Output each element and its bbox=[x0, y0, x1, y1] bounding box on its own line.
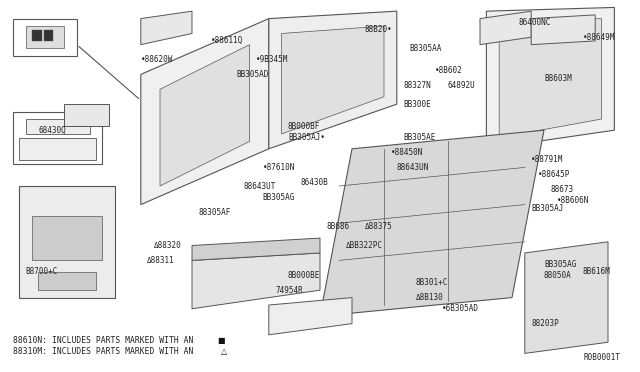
Text: 88203P: 88203P bbox=[531, 319, 559, 328]
Text: Δ88320: Δ88320 bbox=[154, 241, 181, 250]
Text: BB300E: BB300E bbox=[403, 100, 431, 109]
Text: BB305AJ: BB305AJ bbox=[531, 204, 564, 213]
Text: 74954R: 74954R bbox=[275, 286, 303, 295]
Text: 88673: 88673 bbox=[550, 185, 573, 194]
Polygon shape bbox=[64, 104, 109, 126]
Text: •88611Q: •88611Q bbox=[211, 36, 244, 45]
Polygon shape bbox=[320, 130, 544, 316]
Text: BB305AG: BB305AG bbox=[544, 260, 577, 269]
Text: •88649M: •88649M bbox=[582, 33, 615, 42]
Text: △: △ bbox=[221, 347, 227, 356]
Text: •88645P: •88645P bbox=[538, 170, 570, 179]
Text: •8B606N: •8B606N bbox=[557, 196, 589, 205]
Text: BB305AE: BB305AE bbox=[403, 133, 436, 142]
Text: 8B000BF: 8B000BF bbox=[288, 122, 321, 131]
Text: 86400NC: 86400NC bbox=[518, 18, 551, 27]
Polygon shape bbox=[19, 186, 115, 298]
Polygon shape bbox=[192, 253, 320, 309]
Text: ΔBB322PC: ΔBB322PC bbox=[346, 241, 383, 250]
Bar bbox=[13, 19, 77, 56]
Text: •88620W: •88620W bbox=[141, 55, 173, 64]
Polygon shape bbox=[26, 119, 90, 134]
Bar bbox=[32, 216, 102, 260]
Text: 8B000BE: 8B000BE bbox=[288, 271, 321, 280]
Text: 88643UN: 88643UN bbox=[397, 163, 429, 172]
Polygon shape bbox=[531, 15, 595, 45]
Text: Δ88375: Δ88375 bbox=[365, 222, 392, 231]
Polygon shape bbox=[499, 19, 602, 138]
Text: R0B0001T: R0B0001T bbox=[584, 353, 621, 362]
Polygon shape bbox=[19, 138, 96, 160]
Text: Δ88311: Δ88311 bbox=[147, 256, 175, 265]
Text: •88450N: •88450N bbox=[390, 148, 423, 157]
Text: •8B602: •8B602 bbox=[435, 66, 463, 75]
Polygon shape bbox=[141, 19, 269, 205]
Text: Δ8B130: Δ8B130 bbox=[416, 293, 444, 302]
Text: 88305AF: 88305AF bbox=[198, 208, 231, 217]
Text: 88643UT: 88643UT bbox=[243, 182, 276, 190]
Polygon shape bbox=[269, 298, 352, 335]
Text: B8305AA: B8305AA bbox=[410, 44, 442, 53]
Polygon shape bbox=[282, 26, 384, 134]
Polygon shape bbox=[486, 7, 614, 149]
Bar bbox=[44, 30, 53, 41]
Text: 8B686: 8B686 bbox=[326, 222, 349, 231]
Text: 88B20•: 88B20• bbox=[365, 25, 392, 34]
Polygon shape bbox=[525, 242, 608, 353]
Text: B8603M: B8603M bbox=[544, 74, 572, 83]
Text: 64892U: 64892U bbox=[448, 81, 476, 90]
Text: 88327N: 88327N bbox=[403, 81, 431, 90]
Bar bbox=[13, 112, 102, 164]
Polygon shape bbox=[192, 238, 320, 260]
Text: 88310M: INCLUDES PARTS MARKED WITH AN: 88310M: INCLUDES PARTS MARKED WITH AN bbox=[13, 347, 193, 356]
Text: •87610N: •87610N bbox=[262, 163, 295, 172]
Text: BB305AD: BB305AD bbox=[237, 70, 269, 79]
Text: 8B616M: 8B616M bbox=[582, 267, 610, 276]
Text: B8700+C: B8700+C bbox=[26, 267, 58, 276]
Polygon shape bbox=[141, 11, 192, 45]
Text: BB305AG: BB305AG bbox=[262, 193, 295, 202]
Text: 8B301+C: 8B301+C bbox=[416, 278, 449, 287]
Text: 88050A: 88050A bbox=[544, 271, 572, 280]
Bar bbox=[32, 30, 42, 41]
Text: BB305AJ•: BB305AJ• bbox=[288, 133, 325, 142]
Text: 68430Q: 68430Q bbox=[38, 126, 66, 135]
Polygon shape bbox=[160, 45, 250, 186]
Text: •6B305AD: •6B305AD bbox=[442, 304, 479, 313]
Text: •9B345M: •9B345M bbox=[256, 55, 289, 64]
Bar bbox=[26, 26, 64, 48]
Polygon shape bbox=[269, 11, 397, 149]
Bar bbox=[38, 272, 96, 290]
Text: ■: ■ bbox=[218, 336, 225, 345]
Text: •88791M: •88791M bbox=[531, 155, 564, 164]
Text: 86430B: 86430B bbox=[301, 178, 328, 187]
Polygon shape bbox=[480, 11, 531, 45]
Text: 88610N: INCLUDES PARTS MARKED WITH AN: 88610N: INCLUDES PARTS MARKED WITH AN bbox=[13, 336, 193, 345]
